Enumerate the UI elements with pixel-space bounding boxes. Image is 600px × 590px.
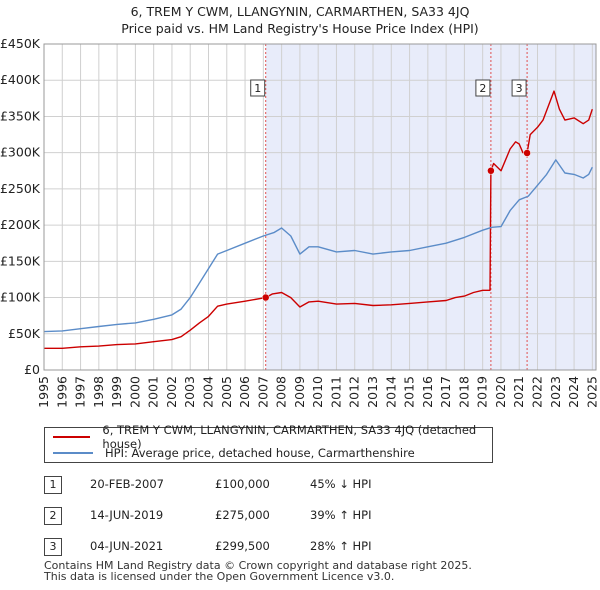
footer-line-2: This data is licensed under the Open Gov… <box>44 570 395 583</box>
y-tick-label: £400K <box>0 72 41 87</box>
y-tick-label: £300K <box>0 145 41 160</box>
sale-date: 20-FEB-2007 <box>90 477 164 491</box>
price-chart: 1 2 3 £0 £50K £100K £150K £200K £250K £300K £350K… <box>0 36 599 408</box>
legend-swatch-property <box>53 436 91 438</box>
x-tick-label: 2006 <box>237 376 252 408</box>
sale-point <box>261 293 270 302</box>
sale-row: 2 14-JUN-2019 £275,000 39% ↑ HPI <box>44 504 464 535</box>
sale-hpi-change: 39% ↑ HPI <box>310 508 372 522</box>
y-tick-label: £150K <box>0 253 41 268</box>
x-tick-label: 2015 <box>402 376 417 408</box>
hpi-line <box>43 159 593 333</box>
x-tick-label: 2004 <box>201 376 216 408</box>
sale-marker-number: 2 <box>479 82 486 95</box>
sale-hpi-change: 28% ↑ HPI <box>310 539 372 553</box>
x-tick-label: 2014 <box>383 376 398 408</box>
sale-point <box>523 149 531 157</box>
x-tick-label: 2024 <box>566 376 581 408</box>
property-price-line <box>44 90 593 349</box>
sale-hpi-change: 45% ↓ HPI <box>310 477 372 491</box>
x-tick-label: 2022 <box>530 376 545 408</box>
x-tick-label: 2010 <box>310 376 325 408</box>
x-tick-label: 2003 <box>182 376 197 408</box>
x-tick-label: 2023 <box>548 376 563 408</box>
x-tick-label: 2007 <box>255 376 270 408</box>
sales-table: 1 20-FEB-2007 £100,000 45% ↓ HPI 2 14-JU… <box>44 473 464 566</box>
sale-number-badge: 2 <box>44 507 62 525</box>
x-tick-label: 2018 <box>456 376 471 408</box>
y-tick-label: £0 <box>24 362 40 377</box>
sale-date: 04-JUN-2021 <box>90 539 164 553</box>
legend-label-hpi: HPI: Average price, detached house, Carm… <box>105 446 415 460</box>
x-tick-label: 2012 <box>347 376 362 408</box>
sale-row: 1 20-FEB-2007 £100,000 45% ↓ HPI <box>44 473 464 504</box>
x-tick-label: 2002 <box>164 376 179 408</box>
x-tick-label: 2005 <box>219 376 234 408</box>
legend: 6, TREM Y CWM, LLANGYNIN, CARMARTHEN, SA… <box>44 423 493 463</box>
x-tick-label: 2000 <box>127 376 142 408</box>
x-tick-label: 1996 <box>54 376 69 408</box>
chart-title: 6, TREM Y CWM, LLANGYNIN, CARMARTHEN, SA… <box>0 3 600 37</box>
x-tick-label: 2009 <box>292 376 307 408</box>
x-tick-label: 2019 <box>475 376 490 408</box>
sale-number-badge: 3 <box>44 538 62 556</box>
sale-marker-box <box>511 79 527 97</box>
sale-row: 3 04-JUN-2021 £299,500 28% ↑ HPI <box>44 535 464 566</box>
title-line-1: 6, TREM Y CWM, LLANGYNIN, CARMARTHEN, SA… <box>130 4 470 19</box>
sale-number-badge: 1 <box>44 476 62 494</box>
shaded-region <box>265 44 596 370</box>
y-tick-label: £350K <box>0 108 41 123</box>
sale-marker-box <box>475 79 491 97</box>
sale-price: £299,500 <box>215 539 270 553</box>
sale-marker-number: 1 <box>254 82 261 95</box>
x-tick-label: 1998 <box>91 376 106 408</box>
x-tick-label: 2021 <box>511 376 526 408</box>
footer-line-1: Contains HM Land Registry data © Crown c… <box>44 559 472 572</box>
x-tick-label: 1999 <box>109 376 124 408</box>
x-tick-label: 1995 <box>36 376 51 408</box>
legend-item-hpi: HPI: Average price, detached house, Carm… <box>53 445 415 461</box>
sale-price: £275,000 <box>215 508 270 522</box>
footer-attribution: Contains HM Land Registry data © Crown c… <box>44 560 472 582</box>
x-tick-label: 2025 <box>584 376 599 408</box>
y-tick-label: £50K <box>8 326 41 341</box>
legend-swatch-hpi <box>53 452 93 454</box>
x-tick-label: 2013 <box>365 376 380 408</box>
x-tick-label: 2016 <box>420 376 435 408</box>
sale-marker-box <box>250 79 266 97</box>
y-tick-label: £100K <box>0 290 41 305</box>
legend-label-property: 6, TREM Y CWM, LLANGYNIN, CARMARTHEN, SA… <box>102 423 477 451</box>
sale-marker-number: 3 <box>516 82 523 95</box>
plot-frame <box>43 43 597 371</box>
sale-point <box>487 167 495 175</box>
x-tick-label: 2017 <box>438 376 453 408</box>
legend-item-property: 6, TREM Y CWM, LLANGYNIN, CARMARTHEN, SA… <box>53 423 492 451</box>
y-tick-label: £250K <box>0 181 41 196</box>
x-tick-label: 2001 <box>146 376 161 408</box>
x-tick-label: 1997 <box>73 376 88 408</box>
sale-date: 14-JUN-2019 <box>90 508 164 522</box>
y-tick-label: £200K <box>0 217 41 232</box>
y-tick-label: £450K <box>0 36 41 51</box>
title-line-2: Price paid vs. HM Land Registry's House … <box>121 21 479 36</box>
x-tick-label: 2008 <box>274 376 289 408</box>
x-tick-label: 2011 <box>328 376 343 408</box>
sale-price: £100,000 <box>215 477 270 491</box>
x-tick-label: 2020 <box>493 376 508 408</box>
